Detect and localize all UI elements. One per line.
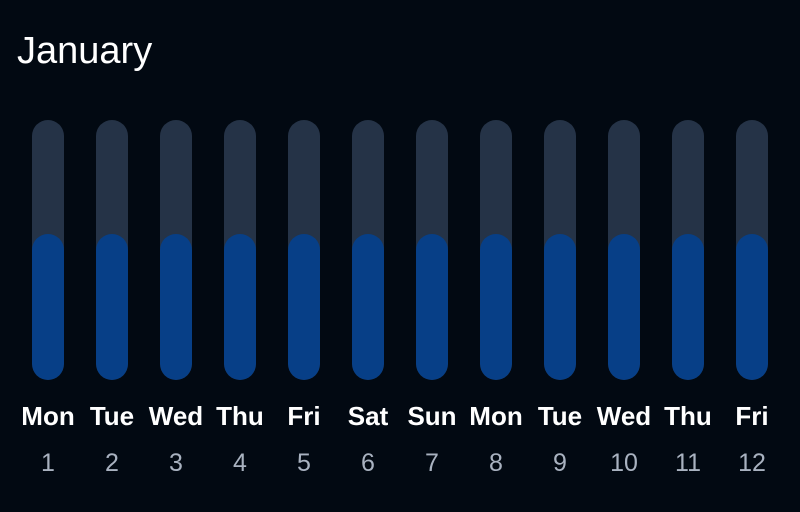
day-label: Thu xyxy=(664,401,712,431)
bar xyxy=(608,234,640,380)
date-label: 1 xyxy=(41,449,55,477)
bar-track xyxy=(352,120,384,380)
bar-column: Tue 2 xyxy=(80,120,144,490)
bar-column: Sun 7 xyxy=(400,120,464,490)
day-label: Mon xyxy=(469,401,523,431)
date-label: 7 xyxy=(425,449,439,477)
bar-column: Sat 6 xyxy=(336,120,400,490)
bar-column: Tue 9 xyxy=(528,120,592,490)
bar xyxy=(480,234,512,380)
date-label: 8 xyxy=(489,449,503,477)
day-label: Thu xyxy=(216,401,264,431)
chart-title: January xyxy=(17,30,153,72)
bar-track xyxy=(608,120,640,380)
date-label: 11 xyxy=(675,449,701,477)
bar xyxy=(32,234,64,380)
day-label: Wed xyxy=(148,401,204,431)
bar-column: Wed 10 xyxy=(592,120,656,490)
day-label: Tue xyxy=(89,401,135,431)
bar-track xyxy=(480,120,512,380)
bar xyxy=(352,234,384,380)
date-label: 5 xyxy=(297,449,311,477)
day-label: Tue xyxy=(537,401,583,431)
bar xyxy=(160,234,192,380)
bar-track xyxy=(416,120,448,380)
bar xyxy=(672,234,704,380)
bar-track xyxy=(672,120,704,380)
date-label: 2 xyxy=(105,449,119,477)
bar-column: Mon 8 xyxy=(464,120,528,490)
date-label: 12 xyxy=(738,449,766,477)
bar-track xyxy=(96,120,128,380)
bar-column: Fri 5 xyxy=(272,120,336,490)
bar-track xyxy=(32,120,64,380)
date-label: 9 xyxy=(553,449,567,477)
bar xyxy=(544,234,576,380)
bar-column: Mon 1 xyxy=(16,120,80,490)
day-label: Wed xyxy=(596,401,652,431)
bar-column: Thu 11 xyxy=(656,120,720,490)
date-label: 3 xyxy=(169,449,183,477)
day-label: Mon xyxy=(21,401,75,431)
date-label: 6 xyxy=(361,449,375,477)
bar-track xyxy=(736,120,768,380)
bar-column: Wed 3 xyxy=(144,120,208,490)
bar-track xyxy=(544,120,576,380)
bar-track xyxy=(160,120,192,380)
bar xyxy=(224,234,256,380)
bar-column: Fri 12 xyxy=(720,120,784,490)
day-label: Sun xyxy=(407,401,457,431)
date-label: 4 xyxy=(233,449,247,477)
bar xyxy=(288,234,320,380)
day-label: Fri xyxy=(287,401,321,431)
date-label: 10 xyxy=(610,449,638,477)
bar xyxy=(736,234,768,380)
bar-chart: Mon 1 Tue 2 Wed 3 Thu 4 Fri 5 Sat 6 Sun 7 Mon 8 Tue 9 Wed 1… xyxy=(16,120,784,490)
day-label: Sat xyxy=(347,401,389,431)
bar-column: Thu 4 xyxy=(208,120,272,490)
day-label: Fri xyxy=(735,401,769,431)
bar-track xyxy=(288,120,320,380)
bar xyxy=(416,234,448,380)
bar-track xyxy=(224,120,256,380)
bar xyxy=(96,234,128,380)
